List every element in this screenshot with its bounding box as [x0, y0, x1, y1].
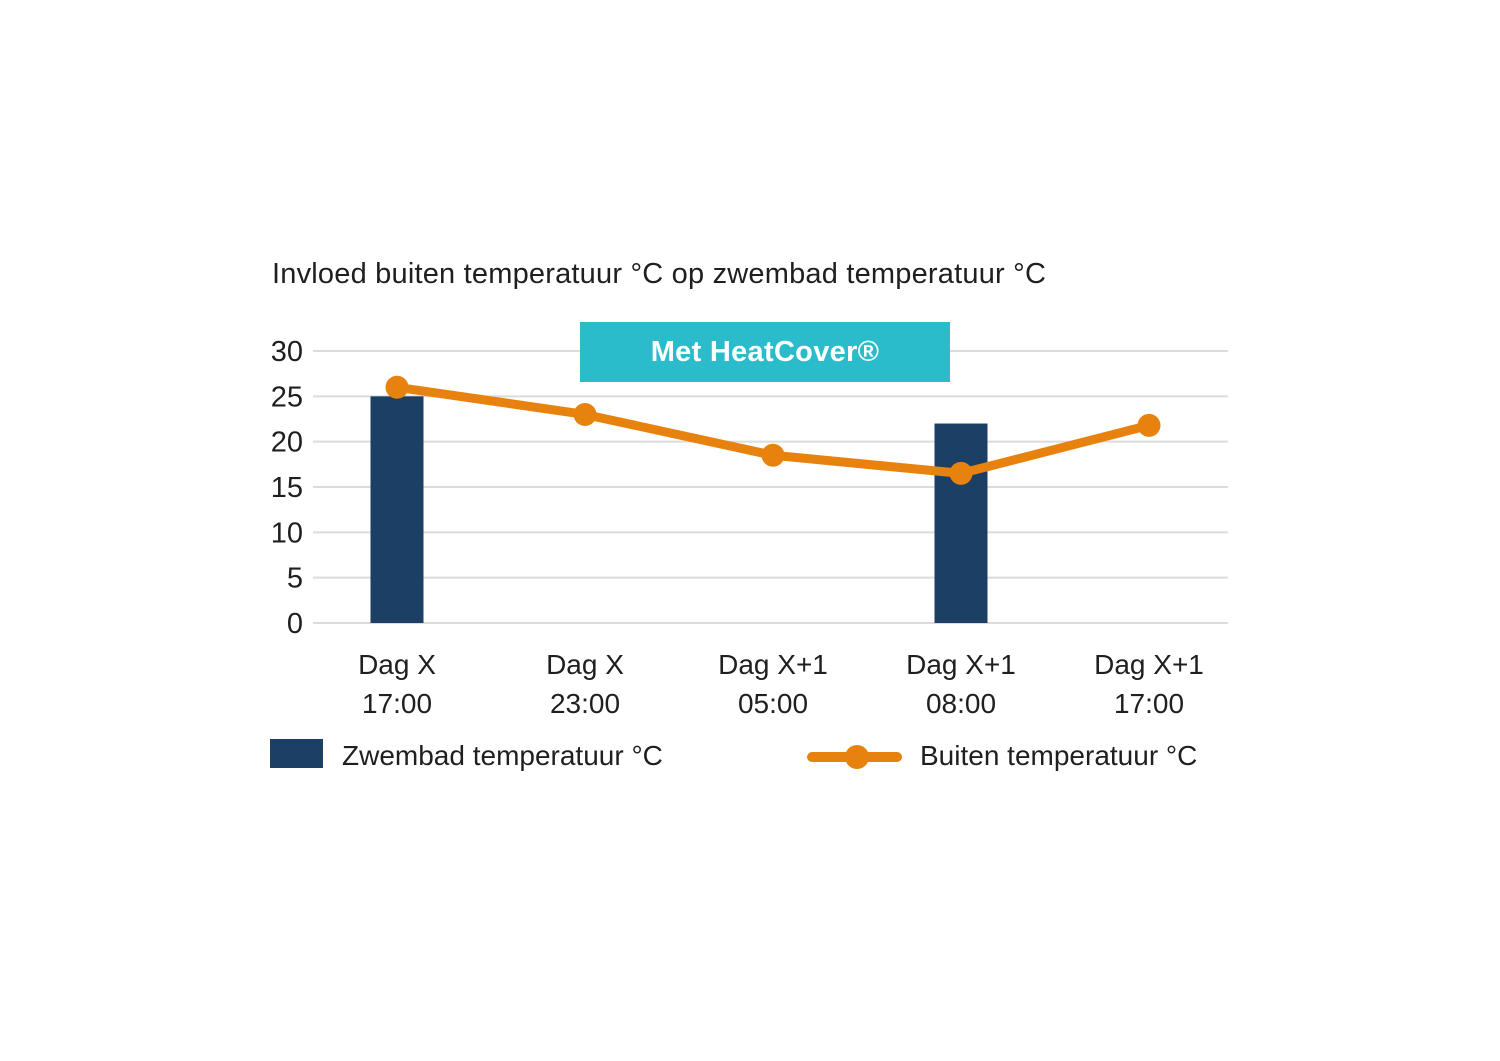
y-tick-label: 20: [271, 427, 303, 459]
y-tick-label: 10: [271, 517, 303, 549]
chart-title: Invloed buiten temperatuur °C op zwembad…: [272, 258, 1047, 290]
legend-label-pool-temperature: Zwembad temperatuur °C: [342, 740, 663, 771]
legend-dot-marker-outside-temperature: [845, 745, 869, 769]
x-tick-label: Dag X+1: [906, 649, 1016, 680]
data-point: [761, 443, 785, 467]
y-tick-label: 0: [287, 608, 303, 640]
y-tick-label: 30: [271, 336, 303, 368]
x-tick-label: 08:00: [926, 688, 996, 719]
bar: [370, 396, 424, 623]
data-point: [573, 402, 597, 426]
x-tick-label: Dag X+1: [718, 649, 828, 680]
y-tick-label: 15: [271, 472, 303, 504]
x-tick-label: Dag X+1: [1094, 649, 1204, 680]
x-tick-label: Dag X: [358, 649, 436, 680]
data-point: [1137, 413, 1161, 437]
x-tick-label: 05:00: [738, 688, 808, 719]
data-point: [949, 461, 973, 485]
x-tick-label: 17:00: [1114, 688, 1184, 719]
legend-swatch-pool-temperature: [270, 739, 323, 768]
data-point: [385, 375, 409, 399]
legend-label-outside-temperature: Buiten temperatuur °C: [920, 740, 1198, 771]
x-tick-label: 23:00: [550, 688, 620, 719]
y-tick-label: 25: [271, 381, 303, 413]
bar: [934, 423, 988, 623]
x-tick-label: Dag X: [546, 649, 624, 680]
x-tick-label: 17:00: [362, 688, 432, 719]
y-tick-label: 5: [287, 563, 303, 595]
heatcover-badge: Met HeatCover®: [580, 322, 950, 382]
